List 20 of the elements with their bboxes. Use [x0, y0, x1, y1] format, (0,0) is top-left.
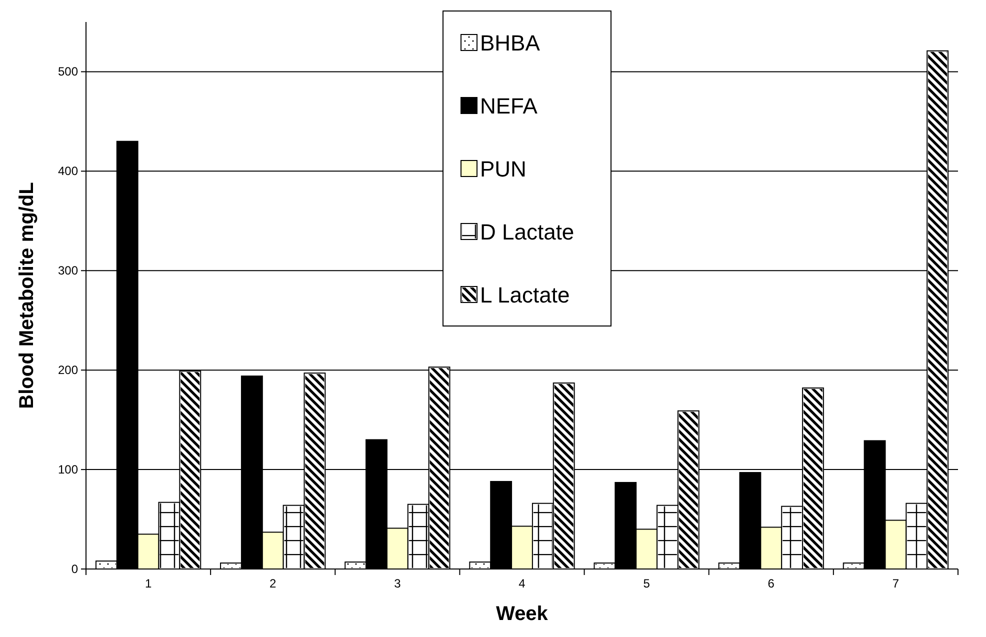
x-tick-label: 4 [518, 576, 526, 591]
legend-label: D Lactate [480, 220, 574, 244]
y-tick-label: 100 [58, 462, 78, 476]
x-tick-label: 6 [768, 576, 775, 591]
y-tick-label: 300 [58, 263, 78, 278]
x-tick-label: 2 [270, 576, 277, 591]
y-tick-label: 0 [71, 562, 78, 576]
legend-label: L Lactate [480, 282, 570, 308]
x-tick-label: 1 [144, 576, 152, 591]
x-tick-label: 3 [394, 576, 402, 591]
x-axis-title: Week [496, 603, 549, 625]
y-tick-label: 200 [58, 362, 78, 377]
y-tick-label: 500 [58, 64, 78, 79]
legend-label: BHBA [480, 30, 540, 56]
x-tick-label: 7 [892, 576, 900, 591]
y-tick-label: 400 [58, 164, 78, 178]
x-tick-label: 5 [643, 576, 650, 591]
legend-label: NEFA [480, 94, 538, 118]
y-axis-title: Blood Metabolite mg/dL [16, 182, 38, 409]
legend-label: PUN [480, 156, 526, 182]
